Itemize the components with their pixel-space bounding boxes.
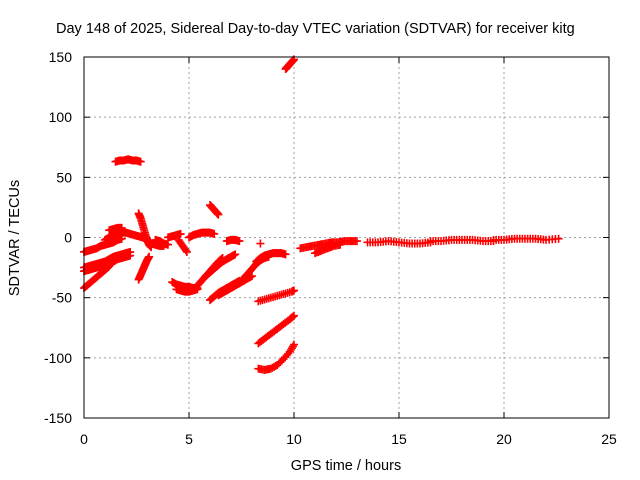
series-arc-l [164, 229, 185, 242]
x-tick-label: 15 [391, 431, 407, 447]
series-arc-x [252, 249, 290, 266]
data-point [256, 239, 265, 248]
data-point [176, 229, 185, 238]
data-point [210, 229, 219, 238]
series-arc-d [80, 262, 114, 293]
plot-frame [83, 56, 610, 419]
y-tick-label: 100 [49, 109, 73, 125]
series-arc-ag [426, 235, 498, 246]
y-axis-label: SDTVAR / TECUs [7, 180, 23, 296]
data-point [290, 311, 298, 320]
series-arc-k [151, 235, 172, 249]
data-point [353, 237, 361, 246]
series-arc-ab [254, 340, 298, 374]
series-arc-ah [489, 234, 563, 244]
data-point [214, 210, 223, 219]
series-arc-f [105, 223, 126, 235]
y-tick-label: -150 [44, 410, 72, 426]
series-arc-aa [254, 311, 298, 348]
series-arc-p [185, 228, 219, 242]
data-point [136, 157, 145, 166]
series-arc-ac [281, 55, 298, 74]
series-arc-ad [296, 237, 361, 253]
axis-ticks: 0 5 10 15 20 25 -150 -100 -50 0 50 100 150 [44, 49, 617, 447]
x-tick-label: 0 [80, 431, 88, 447]
data-point [145, 252, 154, 261]
y-tick-label: 50 [56, 169, 72, 185]
x-tick-label: 10 [286, 431, 302, 447]
x-tick-label: 25 [601, 431, 617, 447]
data-point [288, 312, 297, 321]
data-point [182, 247, 191, 256]
data-point [117, 223, 126, 232]
x-tick-label: 5 [185, 431, 193, 447]
data-point [105, 262, 114, 271]
data-point [235, 237, 244, 246]
series-arc-v [222, 235, 244, 246]
data-point [288, 342, 297, 351]
y-tick-label: 150 [49, 49, 73, 65]
data-point [290, 340, 298, 349]
series-arc-i [134, 252, 154, 284]
data-points [80, 55, 563, 374]
series-arc-c [80, 251, 135, 276]
data-point [104, 263, 113, 272]
data-point [126, 251, 135, 260]
series-arc-y [256, 239, 265, 248]
data-point [336, 240, 345, 249]
y-tick-label: -100 [44, 350, 72, 366]
chart-title: Day 148 of 2025, Sidereal Day-to-day VTE… [56, 21, 575, 37]
series-arc-ae [311, 240, 345, 258]
series-arc-af [363, 237, 435, 248]
y-tick-label: -50 [52, 290, 72, 306]
series-arc-z [254, 286, 298, 306]
series-arc-s [206, 201, 223, 219]
x-axis-label: GPS time / hours [291, 458, 401, 474]
data-point [281, 250, 290, 259]
series-arc-g [111, 155, 145, 166]
data-point [181, 246, 190, 255]
series-arc-r [201, 250, 240, 281]
x-tick-label: 20 [496, 431, 512, 447]
series-arc-o [174, 235, 191, 256]
data-point [554, 234, 563, 243]
series-arc-j [143, 237, 168, 250]
data-point [290, 286, 298, 295]
data-point [164, 240, 172, 249]
series-arc-u [214, 272, 256, 300]
data-point [231, 250, 240, 259]
y-tick-label: 0 [64, 230, 72, 246]
